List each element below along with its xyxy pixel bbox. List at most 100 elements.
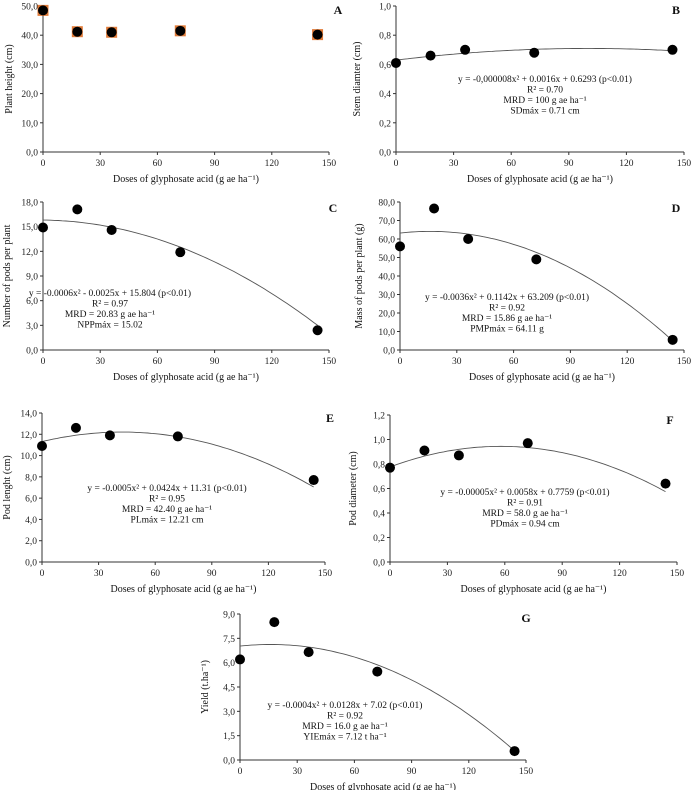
- y-tick-label: 18,0: [21, 199, 38, 209]
- data-point: [460, 44, 471, 55]
- y-tick-label: 1,5: [223, 732, 235, 742]
- y-tick-label: 6,0: [223, 659, 235, 669]
- x-tick-label: 150: [519, 767, 534, 777]
- y-tick-label: 40,0: [378, 273, 395, 283]
- y-axis-label: Mass of pods per plant (g): [354, 223, 365, 328]
- data-point: [175, 25, 186, 36]
- y-tick-label: 30,0: [378, 291, 395, 301]
- y-tick-label: 0,8: [373, 461, 385, 471]
- x-tick-label: 90: [557, 569, 567, 579]
- x-tick-label: 30: [95, 159, 105, 169]
- x-tick-label: 150: [322, 159, 337, 169]
- x-tick-label: 60: [153, 357, 163, 367]
- x-tick-label: 120: [619, 159, 634, 169]
- regression-stat: PDmáx = 0.94 cm: [490, 520, 560, 530]
- y-tick-label: 20,0: [378, 310, 395, 320]
- regression-stat: NPPmáx = 15.02: [77, 321, 143, 331]
- fit-curve: [389, 445, 666, 492]
- y-tick-label: 12,0: [21, 248, 38, 258]
- x-tick-label: 150: [670, 569, 685, 579]
- x-axis-label: Doses of glyphosate acid (g ae ha⁻¹): [469, 372, 615, 383]
- panel-d: 0,0 10,0 20,0 30,0 40,0 50,0 60,0 70,0 80,0 0 30 60…: [354, 199, 691, 384]
- data-point: [667, 334, 678, 345]
- data-point: [372, 666, 383, 677]
- data-point: [235, 654, 245, 665]
- x-tick-label: 60: [500, 569, 510, 579]
- regression-equation: y = -0,000008x² + 0.0016x + 0.6293 (p<0.…: [458, 74, 632, 85]
- x-tick-label: 60: [350, 767, 360, 777]
- data-point: [106, 224, 117, 235]
- y-tick-label: 1,0: [373, 436, 385, 446]
- x-tick-label: 90: [207, 569, 217, 579]
- y-axis-label: Plant height (cm): [4, 44, 15, 113]
- y-tick-label: 9,0: [223, 611, 235, 621]
- y-tick-label: 0,0: [379, 149, 391, 159]
- y-axis-label: Stem diamter (cm): [352, 42, 363, 117]
- y-tick-label: 14,0: [20, 410, 37, 420]
- y-tick-label: 70,0: [378, 217, 395, 227]
- x-tick-label: 0: [41, 357, 46, 367]
- x-tick-label: 120: [265, 159, 280, 169]
- data-point: [269, 617, 280, 628]
- x-tick-label: 30: [94, 569, 104, 579]
- x-axis-label: Doses of glyphosate acid (g ae ha⁻¹): [113, 372, 259, 383]
- data-point: [391, 57, 401, 68]
- regression-equation: y = -0.0036x² + 0.1142x + 63.209 (p<0.01…: [425, 292, 589, 303]
- y-tick-label: 0,4: [373, 510, 385, 520]
- y-axis-label: Yield (t.ha⁻¹): [200, 660, 211, 714]
- data-point: [38, 222, 48, 233]
- regression-stat: R² = 0.95: [149, 495, 185, 505]
- y-tick-label: 0,8: [379, 32, 391, 42]
- data-point: [308, 475, 319, 486]
- x-tick-label: 60: [506, 159, 516, 169]
- panel-label: C: [329, 201, 338, 215]
- x-tick-label: 0: [40, 569, 45, 579]
- regression-stat: YIEmáx = 7.12 t ha⁻¹: [303, 733, 386, 743]
- data-point: [425, 50, 436, 61]
- x-axis-label: Doses of glyphosate acid (g ae ha⁻¹): [460, 584, 606, 595]
- panel-b: 0,0 0,2 0,4 0,6 0,8 1,0 0 30 60 90 120 150 Doses of …: [352, 3, 691, 186]
- data-point: [660, 478, 671, 489]
- regression-equation: y = -0.00005x² + 0.0058x + 0.7759 (p<0.0…: [440, 487, 609, 498]
- data-point: [385, 462, 395, 473]
- x-tick-label: 90: [566, 357, 576, 367]
- x-tick-label: 150: [322, 357, 337, 367]
- y-tick-label: 0,0: [373, 559, 385, 569]
- y-axis-label: Pod diameter (cm): [348, 451, 359, 525]
- y-tick-label: 4,0: [25, 516, 37, 526]
- panel-label: D: [672, 201, 681, 215]
- y-tick-label: 0,0: [26, 149, 38, 159]
- y-tick-label: 7,5: [223, 635, 235, 645]
- panel-label: B: [672, 3, 680, 17]
- x-tick-label: 60: [509, 357, 519, 367]
- y-tick-label: 0,4: [379, 90, 391, 100]
- y-axis-label: Pod lenght (cm): [2, 455, 13, 519]
- x-tick-label: 60: [150, 569, 160, 579]
- data-point: [509, 746, 520, 757]
- data-point: [303, 647, 314, 658]
- y-tick-label: 0,0: [223, 757, 235, 767]
- x-axis-label: Doses of glyphosate acid (g ae ha⁻¹): [310, 782, 456, 790]
- panel-label: A: [334, 3, 343, 17]
- x-axis-label: Doses of glyphosate acid (g ae ha⁻¹): [110, 584, 256, 595]
- y-tick-label: 3,0: [26, 322, 38, 332]
- y-tick-label: 1,2: [373, 412, 385, 422]
- y-tick-label: 50,0: [378, 254, 395, 264]
- regression-stat: MRD = 20.83 g ae ha⁻¹: [65, 310, 155, 320]
- data-point: [463, 234, 474, 244]
- data-point: [395, 241, 405, 252]
- x-tick-label: 0: [398, 357, 403, 367]
- regression-stat: R² = 0.92: [489, 304, 525, 314]
- y-tick-label: 1,0: [379, 3, 391, 13]
- x-tick-label: 150: [677, 159, 692, 169]
- x-tick-label: 120: [612, 569, 627, 579]
- x-tick-label: 60: [153, 159, 163, 169]
- y-tick-label: 8,0: [25, 473, 37, 483]
- regression-equation: y = -0.0005x² + 0.0424x + 11.31 (p<0.01): [87, 483, 246, 494]
- y-tick-label: 60,0: [378, 236, 395, 246]
- data-point: [531, 254, 542, 265]
- x-tick-label: 90: [407, 767, 417, 777]
- panel-a: 0,0 10,0 20,0 30,0 40,0 50,0 0 30 60 90 120 150 Dose…: [4, 3, 343, 186]
- data-point: [106, 27, 117, 38]
